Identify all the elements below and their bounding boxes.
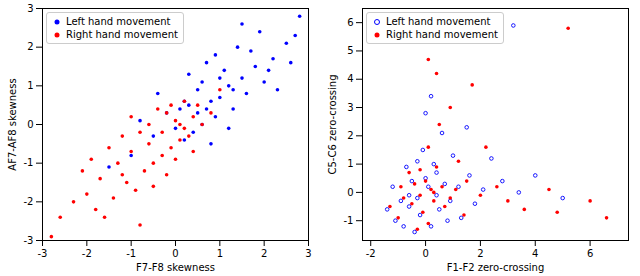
svg-text:1: 1 bbox=[347, 158, 353, 169]
svg-text:-1: -1 bbox=[344, 215, 354, 226]
svg-text:1: 1 bbox=[217, 248, 223, 259]
svg-text:-1: -1 bbox=[24, 157, 34, 168]
svg-text:6: 6 bbox=[587, 248, 593, 259]
svg-text:0: 0 bbox=[172, 248, 178, 259]
svg-text:2: 2 bbox=[347, 130, 353, 141]
svg-text:2: 2 bbox=[27, 41, 33, 52]
svg-text:-3: -3 bbox=[24, 235, 34, 246]
svg-text:2: 2 bbox=[261, 248, 267, 259]
svg-text:0: 0 bbox=[422, 248, 428, 259]
svg-text:1: 1 bbox=[27, 80, 33, 91]
svg-text:4: 4 bbox=[347, 73, 353, 84]
svg-text:-2: -2 bbox=[24, 196, 34, 207]
svg-text:-1: -1 bbox=[126, 248, 136, 259]
svg-text:-2: -2 bbox=[82, 248, 92, 259]
svg-text:3: 3 bbox=[347, 102, 353, 113]
svg-text:C5-C6 zero-crossing: C5-C6 zero-crossing bbox=[327, 74, 338, 174]
svg-text:F1-F2 zero-crossing: F1-F2 zero-crossing bbox=[447, 262, 545, 273]
svg-text:4: 4 bbox=[532, 248, 538, 259]
html-text:Left hand movement: Left hand movement bbox=[386, 16, 491, 27]
svg-text:-3: -3 bbox=[38, 248, 48, 259]
svg-text:2: 2 bbox=[477, 248, 483, 259]
svg-text:AF7-AF8 skewness: AF7-AF8 skewness bbox=[7, 78, 18, 170]
svg-text:F7-F8 skewness: F7-F8 skewness bbox=[136, 262, 215, 273]
svg-text:-2: -2 bbox=[366, 248, 376, 259]
html-text:Right hand movement: Right hand movement bbox=[66, 29, 178, 40]
svg-text:5: 5 bbox=[347, 45, 353, 56]
svg-text:3: 3 bbox=[305, 248, 311, 259]
html-text:Right hand movement: Right hand movement bbox=[386, 29, 498, 40]
svg-text:3: 3 bbox=[27, 3, 33, 14]
svg-text:0: 0 bbox=[27, 119, 33, 130]
svg-text:6: 6 bbox=[347, 17, 353, 28]
html-text:Left hand movement: Left hand movement bbox=[66, 16, 171, 27]
svg-text:0: 0 bbox=[347, 187, 353, 198]
